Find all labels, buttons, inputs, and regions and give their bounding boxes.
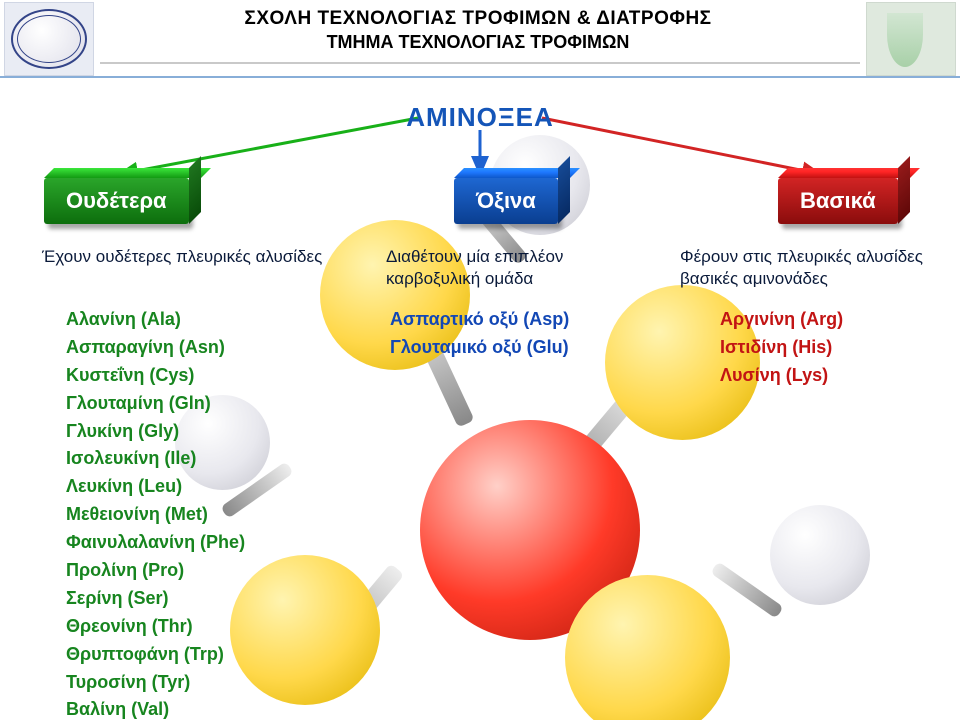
category-basic-label: Βασικά bbox=[800, 188, 876, 213]
neutral-amino-list: Αλανίνη (Ala)Ασπαραγίνη (Asn)Κυστεΐνη (C… bbox=[66, 306, 306, 720]
acidic-desc: Διαθέτουν μία επιπλέον καρβοξυλική ομάδα bbox=[386, 246, 616, 290]
amino-item: Κυστεΐνη (Cys) bbox=[66, 362, 306, 390]
amino-item: Βαλίνη (Val) bbox=[66, 696, 306, 720]
atom-yellow bbox=[565, 575, 730, 720]
category-neutral-label: Ουδέτερα bbox=[66, 188, 167, 213]
amino-item: Λευκίνη (Leu) bbox=[66, 473, 306, 501]
amino-item: Θρεονίνη (Thr) bbox=[66, 613, 306, 641]
amino-item: Γλουταμίνη (Gln) bbox=[66, 390, 306, 418]
amino-item: Θρυπτοφάνη (Trp) bbox=[66, 641, 306, 669]
category-acidic-label: Όξινα bbox=[476, 188, 536, 213]
category-acidic-box: Όξινα bbox=[454, 178, 558, 224]
amino-item: Ασπαρτικό οξύ (Asp) bbox=[390, 306, 620, 334]
amino-item: Σερίνη (Ser) bbox=[66, 585, 306, 613]
amino-item: Προλίνη (Pro) bbox=[66, 557, 306, 585]
school-name: ΣΧΟΛΗ ΤΕΧΝΟΛΟΓΙΑΣ ΤΡΟΦΙΜΩΝ & ΔΙΑΤΡΟΦΗΣ bbox=[96, 8, 860, 30]
amino-item: Ισολευκίνη (Ile) bbox=[66, 445, 306, 473]
acidic-amino-list: Ασπαρτικό οξύ (Asp)Γλουταμικό οξύ (Glu) bbox=[390, 306, 620, 362]
header: ΣΧΟΛΗ ΤΕΧΝΟΛΟΓΙΑΣ ΤΡΟΦΙΜΩΝ & ΔΙΑΤΡΟΦΗΣ Τ… bbox=[0, 0, 960, 78]
category-basic-box: Βασικά bbox=[778, 178, 898, 224]
amino-item: Ιστιδίνη (His) bbox=[720, 334, 920, 362]
basic-desc: Φέρουν στις πλευρικές αλυσίδες βασικές α… bbox=[680, 246, 940, 290]
page-title: ΑΜΙΝΟΞΕΑ bbox=[0, 102, 960, 133]
logo-tei-athens bbox=[4, 2, 94, 76]
basic-amino-list: Αργινίνη (Arg)Ιστιδίνη (His)Λυσίνη (Lys) bbox=[720, 306, 920, 390]
atom-white bbox=[770, 505, 870, 605]
amino-item: Μεθειονίνη (Met) bbox=[66, 501, 306, 529]
amino-item: Φαινυλαλανίνη (Phe) bbox=[66, 529, 306, 557]
amino-item: Γλουταμικό οξύ (Glu) bbox=[390, 334, 620, 362]
department-name: ΤΜΗΜΑ ΤΕΧΝΟΛΟΓΙΑΣ ΤΡΟΦΙΜΩΝ bbox=[96, 32, 860, 53]
neutral-desc: Έχουν ουδέτερες πλευρικές αλυσίδες bbox=[42, 246, 342, 268]
decorative-photo bbox=[866, 2, 956, 76]
amino-item: Τυροσίνη (Tyr) bbox=[66, 669, 306, 697]
amino-item: Γλυκίνη (Gly) bbox=[66, 418, 306, 446]
amino-item: Αργινίνη (Arg) bbox=[720, 306, 920, 334]
header-rule bbox=[100, 62, 860, 64]
category-neutral-box: Ουδέτερα bbox=[44, 178, 189, 224]
amino-item: Ασπαραγίνη (Asn) bbox=[66, 334, 306, 362]
amino-item: Λυσίνη (Lys) bbox=[720, 362, 920, 390]
header-text: ΣΧΟΛΗ ΤΕΧΝΟΛΟΓΙΑΣ ΤΡΟΦΙΜΩΝ & ΔΙΑΤΡΟΦΗΣ Τ… bbox=[96, 8, 860, 53]
amino-item: Αλανίνη (Ala) bbox=[66, 306, 306, 334]
